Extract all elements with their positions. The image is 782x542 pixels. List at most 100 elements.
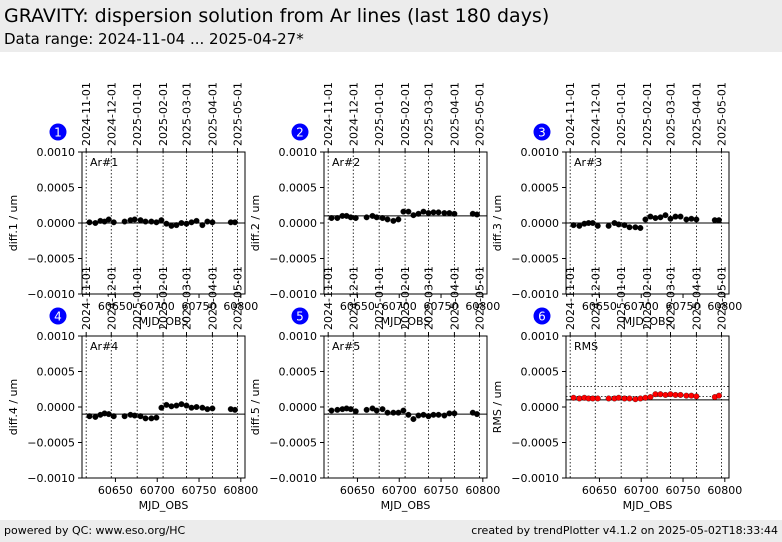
y-tick-label: 0.0005: [279, 182, 318, 195]
data-point: [379, 406, 386, 413]
data-point: [425, 413, 432, 420]
data-point: [632, 396, 639, 403]
date-tick-label: 2024-12-01: [589, 266, 602, 330]
data-point: [647, 213, 654, 220]
data-point: [328, 407, 335, 414]
data-point: [435, 209, 442, 216]
x-tick-label: 60750: [182, 484, 217, 497]
data-point: [121, 218, 128, 225]
y-tick-label: 0.0000: [521, 401, 560, 414]
date-tick-label: 2025-01-01: [373, 266, 386, 330]
y-tick-label: 0.0010: [521, 330, 560, 343]
data-point: [153, 219, 160, 226]
y-tick-label: 0.0005: [521, 182, 560, 195]
date-tick-label: 2024-12-01: [105, 266, 118, 330]
x-tick-label: 60800: [465, 300, 500, 313]
data-point: [131, 216, 138, 223]
y-tick-label: 0.0010: [279, 330, 318, 343]
x-tick-label: 60650: [582, 300, 617, 313]
y-tick-label: 0.0005: [521, 366, 560, 379]
data-point: [373, 214, 380, 221]
date-tick-label: 2025-03-01: [422, 82, 435, 146]
data-point: [188, 219, 195, 226]
panel-number: 1: [54, 126, 62, 140]
y-tick-label: −0.0005: [27, 253, 75, 266]
data-point: [384, 216, 391, 223]
data-point: [688, 215, 695, 222]
data-point: [352, 408, 359, 415]
y-tick-label: −0.0010: [27, 288, 75, 301]
date-tick-label: 2025-03-01: [664, 82, 677, 146]
data-point: [334, 215, 341, 221]
data-point: [405, 411, 412, 418]
data-point: [92, 220, 99, 226]
data-point: [589, 220, 596, 226]
data-point: [605, 395, 612, 402]
data-point: [716, 217, 722, 224]
chart-panel-2: 2024-11-01 2024-12-01 2025-01-01 2025-02-01…: [249, 82, 500, 328]
data-point: [451, 410, 458, 417]
panel-number-marker: [533, 123, 551, 141]
data-point: [110, 219, 117, 226]
y-tick-label: 0.0000: [37, 401, 76, 414]
data-point: [390, 217, 397, 224]
data-point: [637, 395, 644, 402]
date-tick-label: 2024-12-01: [347, 266, 360, 330]
data-point: [110, 413, 117, 420]
x-tick-label: 60800: [223, 300, 258, 313]
y-tick-label: 0.0000: [279, 217, 318, 230]
charts-canvas: 2024-11-01 2024-12-01 2025-01-01 2025-02-01…: [7, 82, 742, 512]
x-tick-label: 60700: [382, 300, 417, 313]
data-point: [193, 404, 200, 410]
panel-number: 4: [54, 310, 62, 324]
panel-number-marker: [49, 123, 67, 141]
data-point: [363, 406, 370, 413]
data-point: [158, 217, 165, 224]
data-point: [92, 413, 99, 420]
data-point: [594, 222, 601, 229]
panel-number: 6: [538, 310, 546, 324]
y-tick-label: 0.0000: [521, 217, 560, 230]
date-tick-label: 2025-01-01: [615, 82, 628, 146]
y-tick-label: −0.0005: [269, 437, 317, 450]
date-tick-label: 2024-11-01: [564, 266, 577, 330]
y-axis-label: diff.3 / um: [491, 195, 504, 252]
x-tick-label: 60800: [707, 300, 742, 313]
y-tick-label: 0.0010: [37, 146, 76, 159]
data-point: [363, 214, 370, 221]
x-tick-label: 60650: [98, 484, 133, 497]
data-point: [204, 406, 211, 413]
date-tick-label: 2024-12-01: [105, 82, 118, 146]
data-point: [626, 224, 633, 231]
data-point: [693, 216, 700, 223]
data-point: [420, 411, 427, 418]
data-point: [131, 412, 138, 419]
data-point: [188, 404, 195, 411]
data-point: [153, 414, 160, 421]
x-axis-label: MJD_OBS: [623, 499, 673, 512]
y-tick-label: −0.0005: [269, 253, 317, 266]
data-point: [163, 401, 170, 408]
data-point: [605, 222, 612, 229]
data-point: [662, 391, 669, 398]
data-point: [158, 404, 165, 411]
data-point: [193, 217, 200, 224]
data-point: [209, 219, 216, 226]
data-point: [576, 395, 583, 402]
y-axis-label: diff.1 / um: [7, 195, 20, 252]
data-point: [672, 213, 679, 220]
data-point: [148, 415, 155, 422]
data-point: [415, 412, 422, 419]
data-point: [173, 402, 180, 409]
date-tick-label: 2025-01-01: [131, 82, 144, 146]
x-axis-label: MJD_OBS: [381, 315, 431, 328]
date-tick-label: 2025-04-01: [690, 82, 703, 146]
data-point: [683, 216, 690, 223]
data-point: [328, 215, 335, 221]
data-point: [642, 216, 649, 223]
x-tick-label: 60650: [582, 484, 617, 497]
data-point: [446, 410, 453, 417]
y-axis-label: diff.2 / um: [249, 195, 262, 252]
x-tick-label: 60750: [666, 484, 701, 497]
date-tick-label: 2025-02-01: [641, 266, 654, 330]
